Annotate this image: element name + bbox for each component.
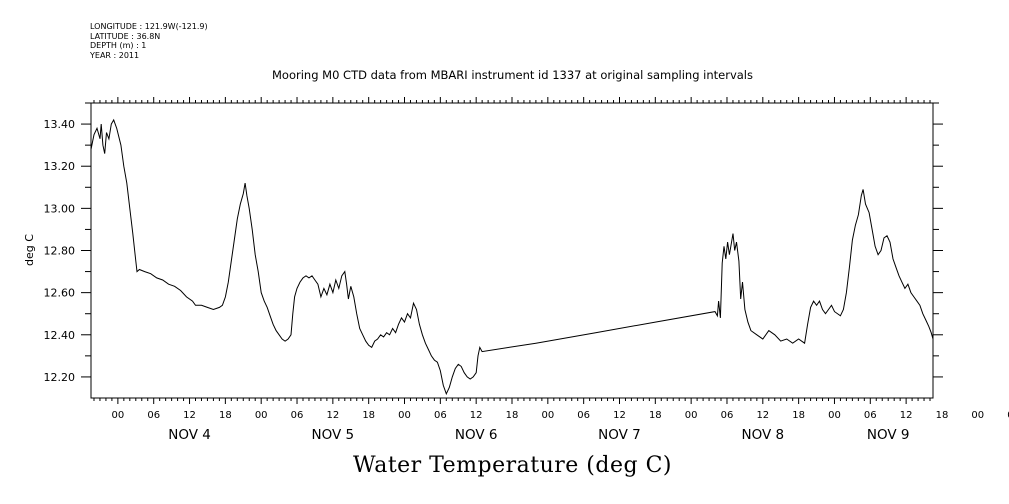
series-line-water-temperature: [90, 118, 934, 396]
longitude-label: LONGITUDE : 121.9W(-121.9): [90, 22, 208, 31]
x-tick-label: 12: [756, 410, 769, 421]
x-tick-label: 06: [577, 410, 590, 421]
latitude-label: LATITUDE : 36.8N: [90, 31, 161, 41]
x-tick-label: 12: [470, 410, 483, 421]
y-tick-label: 12.40: [44, 329, 76, 342]
x-tick-label: 18: [219, 410, 232, 421]
y-tick-label: 12.20: [44, 371, 76, 384]
chart-title: Mooring M0 CTD data from MBARI instrumen…: [272, 68, 753, 82]
year-label: YEAR : 2011: [90, 50, 140, 60]
x-tick-label: 00: [541, 410, 554, 421]
x-tick-label: 00: [398, 410, 411, 421]
x-tick-label: 12: [900, 410, 913, 421]
day-label: NOV 6: [455, 427, 498, 443]
axis-ticks: [81, 97, 943, 404]
x-tick-label: 18: [792, 410, 805, 421]
metadata-block: LONGITUDE : 121.9W(-121.9) LATITUDE : 36…: [90, 22, 208, 60]
y-tick-label: 12.80: [44, 245, 76, 258]
x-tick-label: 18: [362, 410, 375, 421]
day-label: NOV 9: [867, 427, 910, 443]
x-tick-label: 06: [291, 410, 304, 421]
x-tick-label: 00: [255, 410, 268, 421]
x-tick-label: 06: [721, 410, 734, 421]
x-tick-label: 00: [112, 410, 125, 421]
x-tick-label: 00: [971, 410, 984, 421]
y-tick-label: 13.00: [44, 202, 76, 215]
day-label: NOV 8: [742, 427, 785, 443]
y-axis-label: deg C: [23, 234, 36, 266]
y-tick-label: 13.40: [44, 118, 76, 131]
x-tick-label: 18: [506, 410, 519, 421]
day-label: NOV 7: [598, 427, 641, 443]
day-label: NOV 4: [168, 427, 211, 443]
x-tick-label: 06: [864, 410, 877, 421]
x-tick-label: 18: [936, 410, 949, 421]
x-tick-label: 12: [183, 410, 196, 421]
x-tick-label: 00: [828, 410, 841, 421]
x-tick-label: 18: [649, 410, 662, 421]
y-tick-label: 13.20: [44, 160, 76, 173]
x-tick-label: 06: [434, 410, 447, 421]
x-tick-label: 12: [613, 410, 626, 421]
x-tick-label: 12: [326, 410, 339, 421]
x-axis-title: Water Temperature (deg C): [353, 453, 672, 478]
axis-labels: 00 06 12 18 00 06 12 18 00 06 12 18 00 06 12 18 00 06 12 18…: [44, 118, 1009, 443]
plot-frame: [90, 102, 934, 399]
depth-label: DEPTH (m) : 1: [90, 41, 147, 50]
x-tick-label: 06: [1007, 410, 1009, 421]
x-tick-label: 00: [685, 410, 698, 421]
day-label: NOV 5: [312, 427, 355, 443]
x-tick-label: 06: [147, 410, 160, 421]
y-tick-label: 12.60: [44, 287, 76, 300]
